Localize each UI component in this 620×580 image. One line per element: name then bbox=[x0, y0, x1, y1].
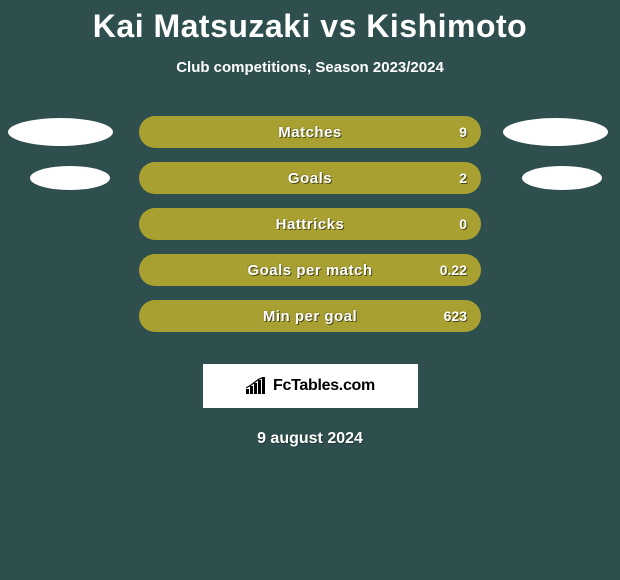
stat-bar: Min per goal 623 bbox=[139, 300, 481, 332]
bar-chart-icon bbox=[245, 377, 267, 395]
stat-bar: Goals 2 bbox=[139, 162, 481, 194]
player-right-avatar bbox=[522, 166, 602, 190]
stat-value: 9 bbox=[459, 124, 467, 140]
stat-label: Goals per match bbox=[247, 262, 372, 279]
stat-label: Hattricks bbox=[276, 216, 345, 233]
stat-bar: Goals per match 0.22 bbox=[139, 254, 481, 286]
stat-label: Min per goal bbox=[263, 308, 357, 325]
stat-row: Hattricks 0 bbox=[0, 208, 620, 240]
stat-row: Min per goal 623 bbox=[0, 300, 620, 332]
brand-logo-text: FcTables.com bbox=[273, 377, 375, 395]
stat-rows: Matches 9 Goals 2 Hattricks 0 Goals per … bbox=[0, 116, 620, 332]
stat-label: Goals bbox=[288, 170, 332, 187]
stat-row: Goals per match 0.22 bbox=[0, 254, 620, 286]
stat-row: Matches 9 bbox=[0, 116, 620, 148]
date-label: 9 august 2024 bbox=[0, 430, 620, 448]
page-subtitle: Club competitions, Season 2023/2024 bbox=[0, 59, 620, 76]
stat-row: Goals 2 bbox=[0, 162, 620, 194]
stat-label: Matches bbox=[278, 124, 342, 141]
page-title: Kai Matsuzaki vs Kishimoto bbox=[0, 0, 620, 45]
brand-logo-box: FcTables.com bbox=[203, 364, 418, 408]
stat-value: 0.22 bbox=[440, 262, 467, 278]
player-left-avatar bbox=[8, 118, 113, 146]
player-left-avatar bbox=[30, 166, 110, 190]
player-right-avatar bbox=[503, 118, 608, 146]
stat-value: 2 bbox=[459, 170, 467, 186]
stat-value: 623 bbox=[444, 308, 467, 324]
stat-bar: Hattricks 0 bbox=[139, 208, 481, 240]
stat-value: 0 bbox=[459, 216, 467, 232]
stat-bar: Matches 9 bbox=[139, 116, 481, 148]
